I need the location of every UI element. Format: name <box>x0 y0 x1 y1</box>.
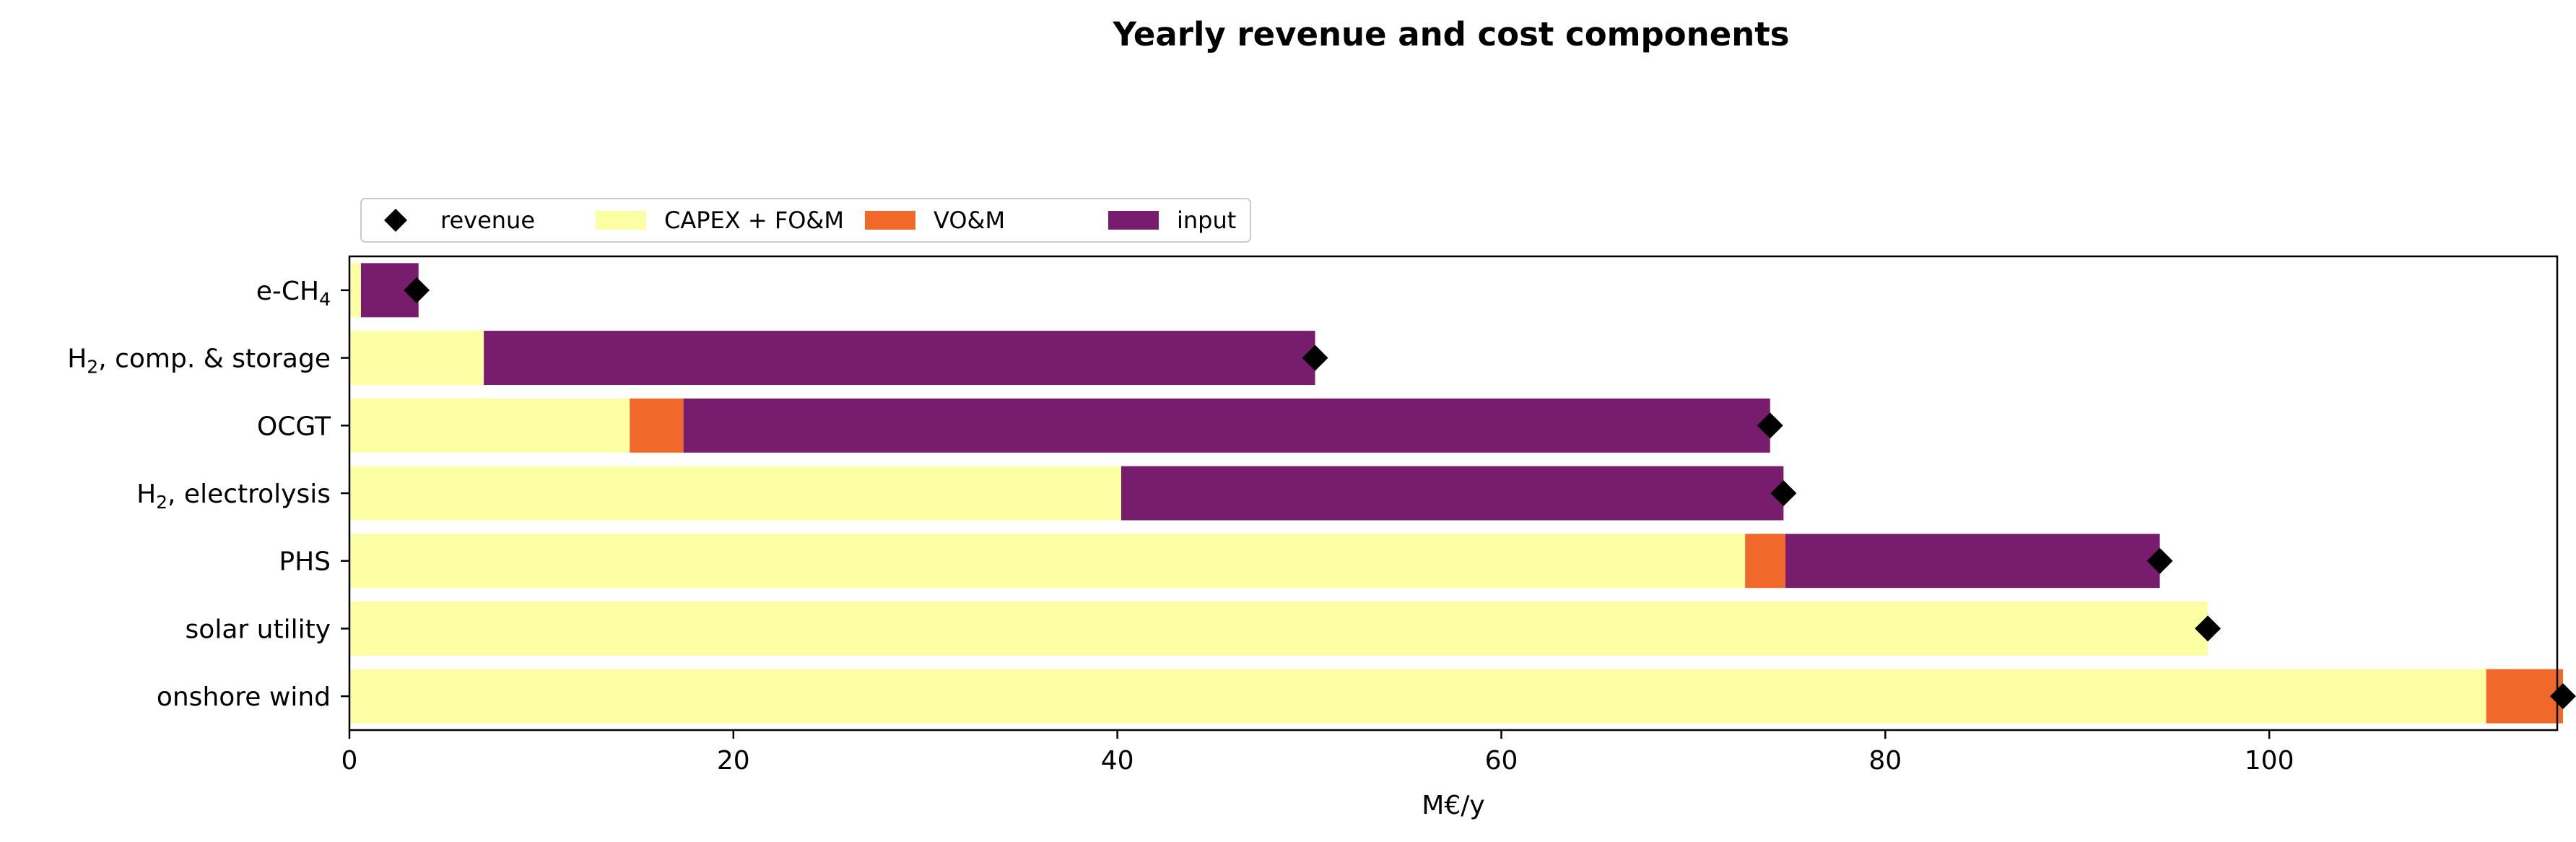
x-tick-label-0: 0 <box>341 746 358 776</box>
bar-segment-2-1 <box>630 398 684 453</box>
x-tick-label-5: 100 <box>2245 746 2294 776</box>
bar-segment-4-1 <box>1745 534 1786 589</box>
x-tick-label-2: 40 <box>1101 746 1134 776</box>
revenue-marker-3 <box>1770 480 1797 506</box>
x-tick-label-3: 60 <box>1485 746 1518 776</box>
bars-layer <box>349 263 2563 724</box>
x-axis-ticks: 0 20 40 60 80 100 <box>341 730 2294 776</box>
bar-segment-2-2 <box>683 398 1770 453</box>
chart-title: Yearly revenue and cost components <box>1112 15 1789 53</box>
revenue-marker-0 <box>404 277 430 303</box>
y-tick-label-1: H2, comp. & storage <box>67 344 331 378</box>
y-tick-label-2: OCGT <box>257 412 331 441</box>
revenue-marker-2 <box>1757 412 1783 439</box>
y-tick-label-6: onshore wind <box>157 682 331 712</box>
bar-segment-4-2 <box>1785 534 2160 589</box>
legend-label-2: VO&M <box>934 207 1005 234</box>
y-tick-label-4: PHS <box>279 547 331 577</box>
y-tick-label-3: H2, electrolysis <box>136 479 331 513</box>
x-tick-label-1: 20 <box>717 746 750 776</box>
bar-segment-3-2 <box>1121 466 1784 521</box>
bar-segment-1-2 <box>484 331 1315 386</box>
legend-label-0: revenue <box>440 207 535 234</box>
bar-segment-1-0 <box>349 331 484 386</box>
revenue-marker-4 <box>2146 547 2173 574</box>
bar-segment-2-0 <box>349 398 630 453</box>
revenue-marker-5 <box>2195 615 2222 642</box>
bar-segment-6-0 <box>349 669 2486 724</box>
legend-swatch-3 <box>1108 211 1159 230</box>
legend-marker-revenue <box>384 209 407 232</box>
bar-segment-3-0 <box>349 466 1121 521</box>
y-axis-ticks: e-CH4 H2, comp. & storage OCGT H2, electrol… <box>67 277 349 712</box>
legend-swatch-2 <box>865 211 915 230</box>
bar-segment-0-0 <box>349 263 361 318</box>
y-tick-label-5: solar utility <box>186 615 331 644</box>
y-tick-label-0: e-CH4 <box>256 277 331 310</box>
x-axis-label: M€/y <box>1422 791 1484 820</box>
legend-swatch-1 <box>596 211 646 230</box>
x-tick-label-4: 80 <box>1868 746 1902 776</box>
bar-segment-5-0 <box>349 601 2209 656</box>
legend-frame <box>360 198 1251 243</box>
bar-segment-4-0 <box>349 534 1746 589</box>
legend: revenue CAPEX + FO&M VO&M input <box>360 198 1251 243</box>
legend-label-1: CAPEX + FO&M <box>664 207 844 234</box>
revenue-marker-1 <box>1302 344 1328 371</box>
legend-label-3: input <box>1177 207 1236 234</box>
